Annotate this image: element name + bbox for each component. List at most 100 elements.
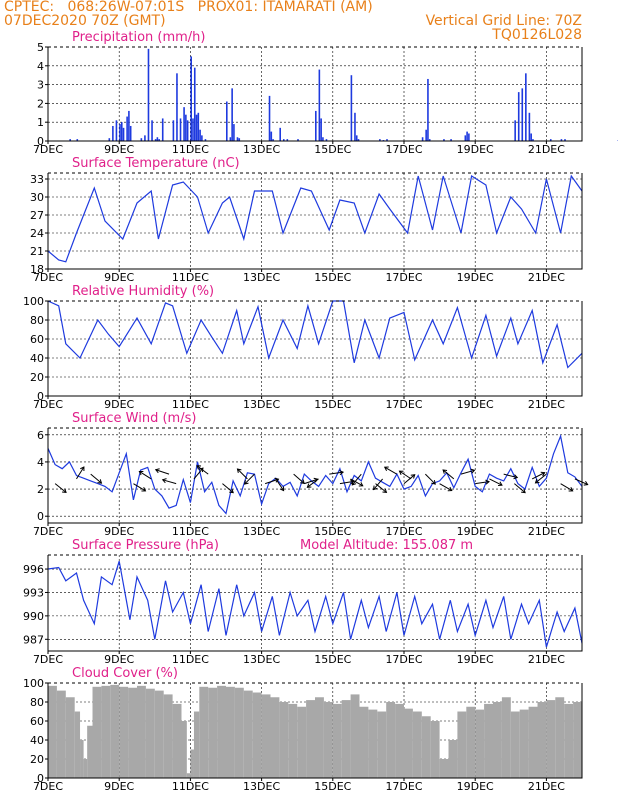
series-line [47,174,583,263]
panel-5: 0 20 40 60 80 100 7DEC 9DEC 11DEC 13DEC 15DEC 17DEC… [23,666,583,793]
cloud-bar [199,686,209,778]
panel-title: Relative Humidity (%) [72,284,214,299]
cloud-bar [65,697,75,778]
precip-bar [120,122,123,141]
wind-vector-head [196,465,202,470]
cloud-bar [234,687,244,778]
wind-vector-head [349,479,355,485]
precip-bar [564,139,566,141]
cloud-bar [475,709,485,778]
precip-bar [115,120,118,141]
y-tick-label: 990 [23,610,44,623]
precip-bar [270,131,273,141]
y-tick-label: 20 [30,371,44,384]
precip-bar [140,138,143,141]
cloud-bar [350,694,360,778]
cloud-bar [288,703,298,778]
wind-vector [155,469,170,475]
precip-bar [195,114,198,141]
wind-vector [293,473,305,484]
y-tick-label: 100 [23,295,44,308]
precip-bar [450,139,452,141]
wind-vector [244,473,255,485]
precip-bar [355,135,358,141]
cloud-bar [208,687,218,778]
wind-vector [460,469,475,475]
x-tick-label: 9DEC [104,143,134,156]
cloud-bar [564,703,574,778]
wind-vector [475,481,490,485]
cloud-bar [217,685,226,778]
wind-vector [307,478,319,488]
precip-bar [286,139,289,141]
wind-vector-head [410,474,416,479]
precip-bar [517,92,520,141]
cloud-bar [341,700,351,778]
precip-bar [204,139,207,141]
cloud-bar [270,697,280,778]
wind-vector [193,467,204,480]
cloud-bar [493,702,502,778]
wind-vector-head [274,477,280,483]
precip-bar [464,135,467,141]
header-date: 07DEC2020 70Z (GMT) [4,13,166,29]
wind-vector [514,483,526,493]
cloud-bar [193,711,200,778]
y-tick-label: 3 [37,79,44,92]
x-tick-label: 9DEC [104,525,134,538]
x-tick-label: 7DEC [33,780,63,793]
series-line [47,561,583,648]
cloud-bar [448,740,458,778]
y-tick-label: 27 [30,209,44,222]
wind-vector-head [382,488,388,493]
x-tick-label: 11DEC [172,143,209,156]
wind-vector-head [97,479,103,484]
precip-bar [320,118,322,141]
x-tick-label: 15DEC [314,398,351,411]
wind-vector [76,466,85,480]
x-tick-label: 15DEC [314,143,351,156]
wind-vector-head [300,479,305,484]
y-tick-label: 60 [30,715,44,728]
cloud-bar [110,684,120,778]
precip-bar [425,129,427,141]
header-code: TQ0126L028 [492,27,582,43]
precip-bar [161,118,164,141]
cloud-bar [83,759,88,778]
x-tick-label: 19DEC [457,780,494,793]
precip-bar [156,137,159,141]
wind-vector-head [358,482,364,487]
wind-vector [560,483,573,492]
wind-vector-head [513,474,519,480]
x-tick-label: 19DEC [457,653,494,666]
precip-bar [179,118,182,141]
wind-vector-head [351,480,357,486]
x-tick-label: 11DEC [172,271,209,284]
precip-bar [350,75,353,141]
precip-bar [183,107,185,141]
wind-vector [350,478,364,487]
precip-bar [443,139,445,141]
x-tick-label: 17DEC [385,780,422,793]
cloud-bar [573,702,582,778]
wind-vector [237,468,248,480]
cloud-bar [261,694,271,778]
precip-bar [357,139,360,141]
x-tick-label: 13DEC [243,271,280,284]
cloud-bar [332,703,342,778]
wind-vector [339,480,354,485]
cloud-bar [306,700,315,778]
cloud-bar [163,694,173,778]
x-tick-label: 7DEC [33,653,63,666]
y-tick-label: 40 [30,734,44,747]
y-tick-label: 80 [30,314,44,327]
wind-vector [196,465,209,475]
wind-vector-head [236,468,242,474]
precip-bar [521,88,524,141]
precip-bar [192,118,194,141]
x-tick-label: 13DEC [243,653,280,666]
wind-vector-head [372,485,378,491]
x-tick-label: 9DEC [104,653,134,666]
panel-title: Surface Temperature (nC) [72,156,240,171]
